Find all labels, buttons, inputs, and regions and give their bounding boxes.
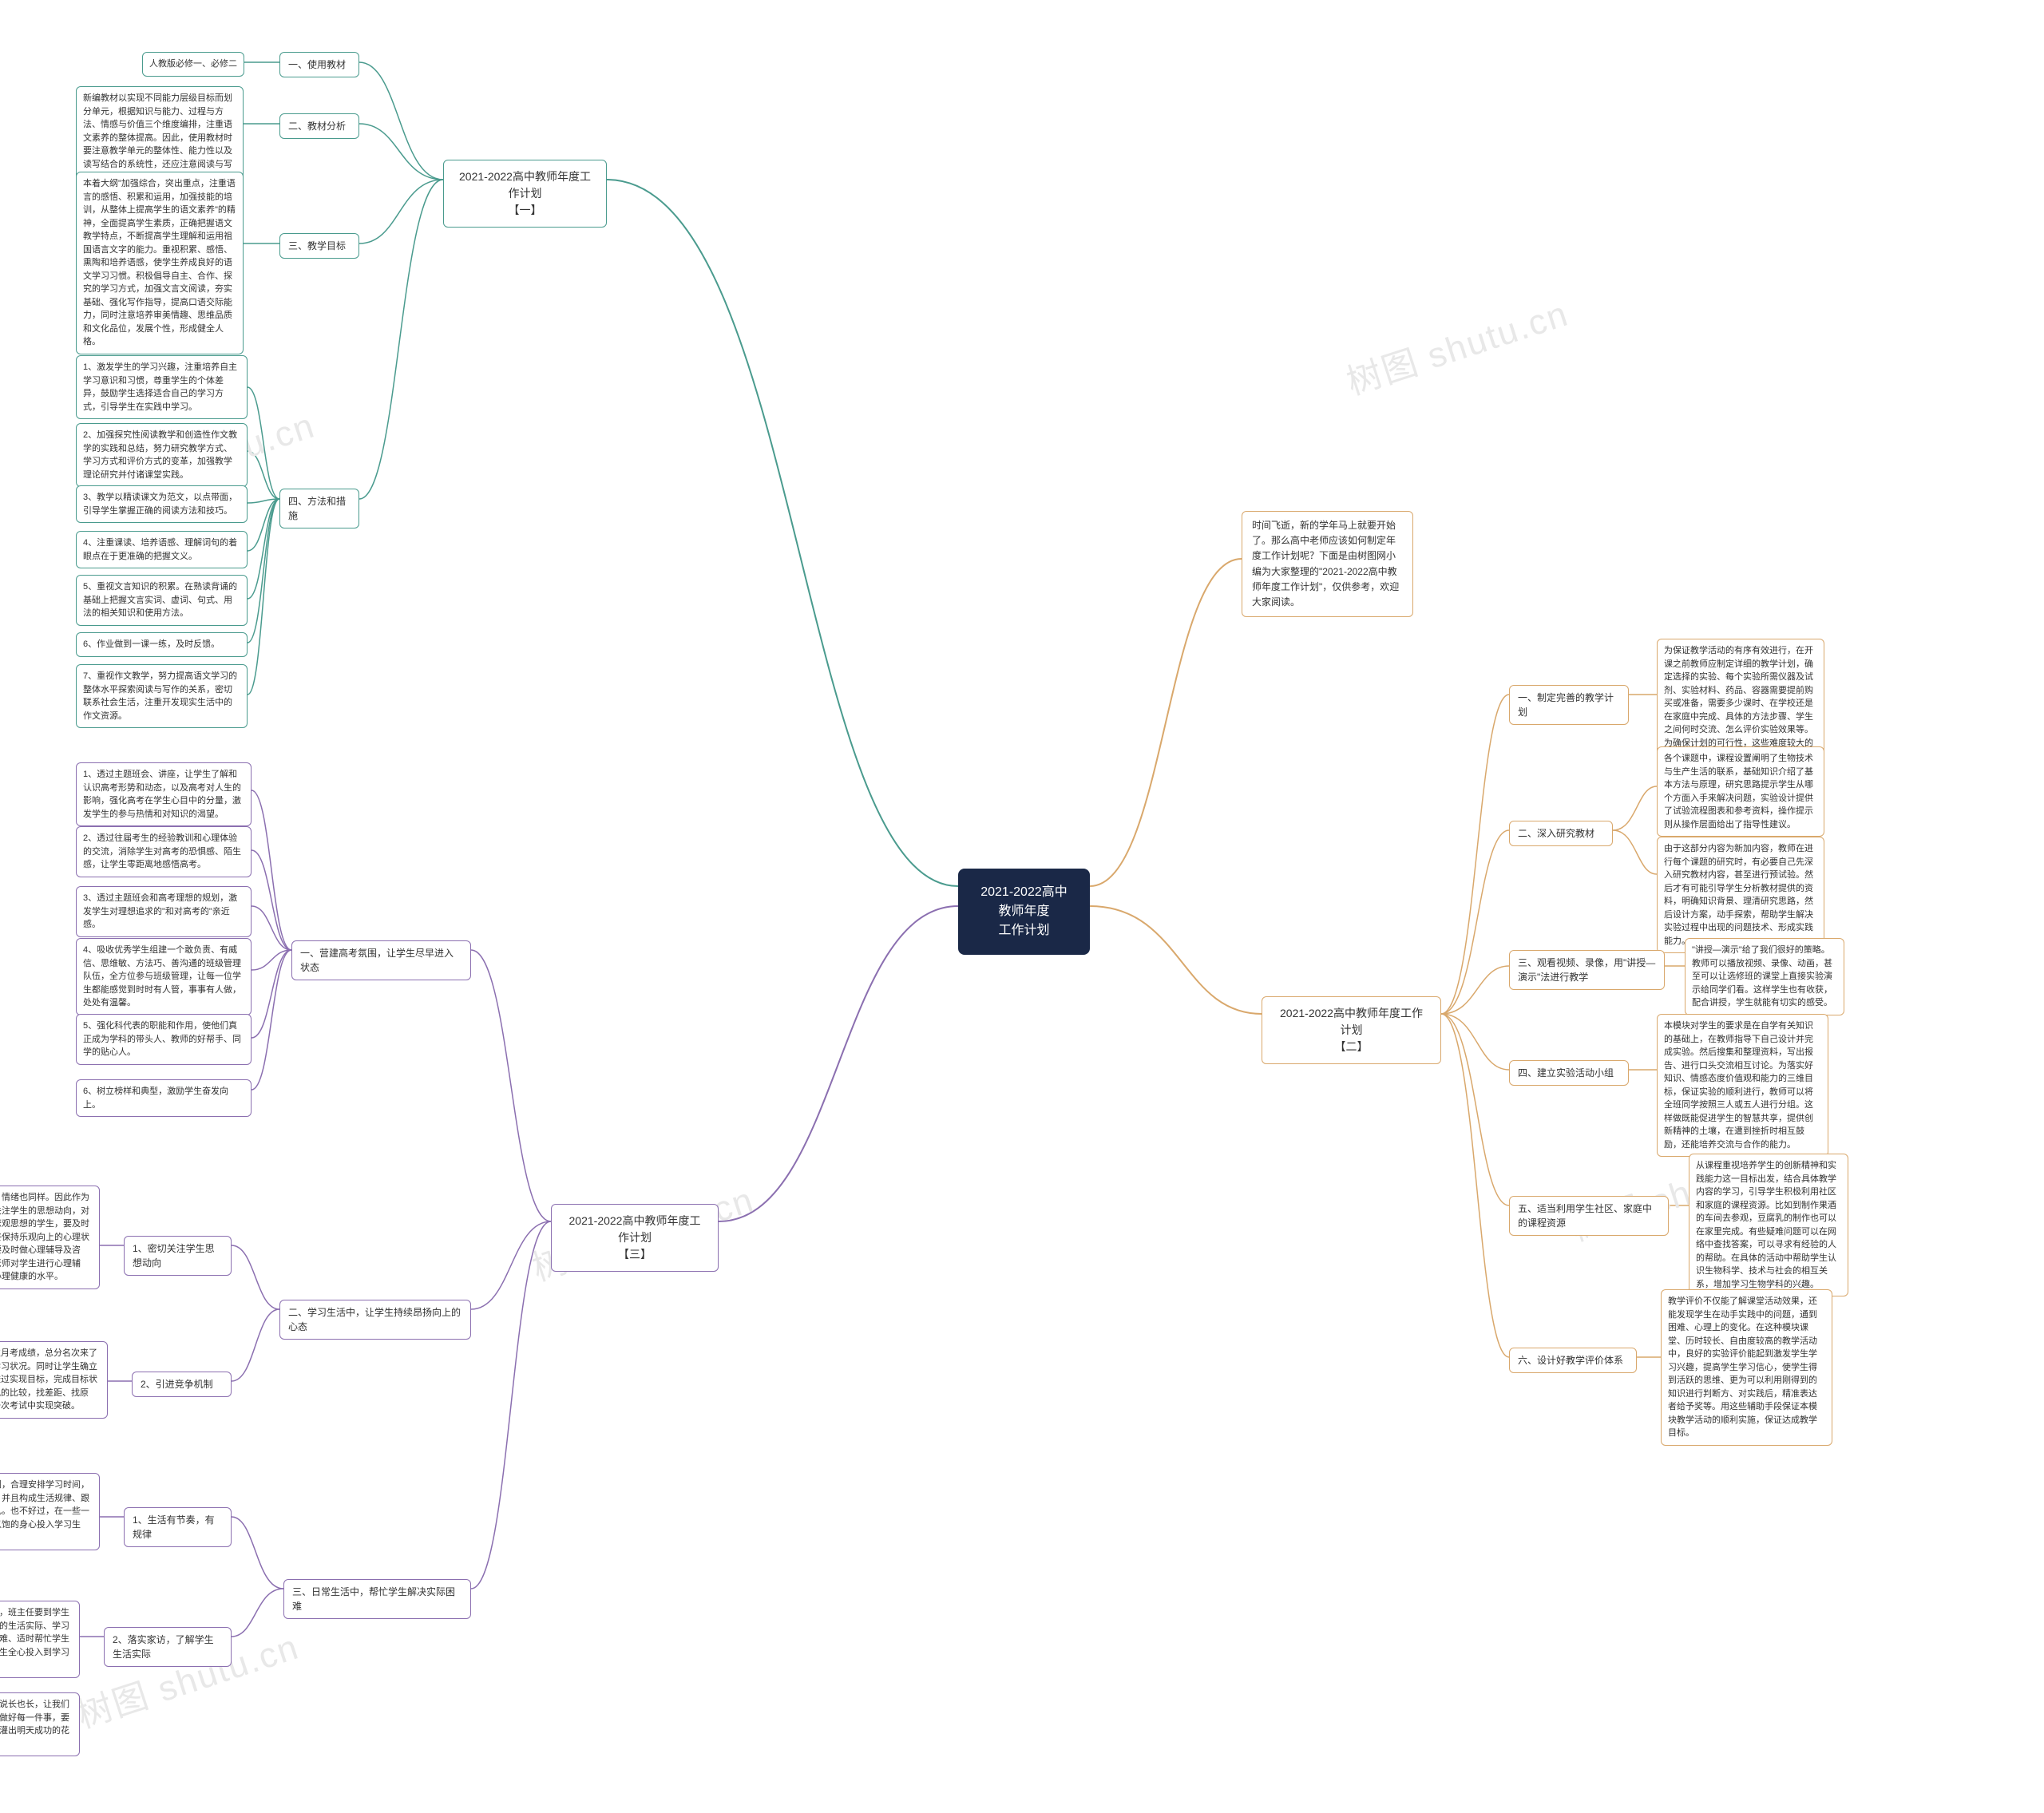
- plan3-sec3: 三、日常生活中，帮忙学生解决实际困难: [283, 1579, 471, 1619]
- plan3-sec1-item6: 6、树立榜样和典型，激励学生奋发向上。: [76, 1079, 252, 1117]
- plan2-title-l1: 2021-2022高中教师年度工作计划: [1275, 1005, 1428, 1039]
- plan2-sec2-item1: 各个课题中，课程设置阐明了生物技术与生产生活的联系，基础知识介绍了基本方法与原理…: [1657, 746, 1824, 837]
- plan2-sec6-detail: 教学评价不仅能了解课堂活动效果，还能发现学生在动手实践中的问题，通到困难、心理上…: [1661, 1289, 1832, 1446]
- plan3-sec2-sub2-detail: 针对学生每一次月考成绩，总分名次来了解学生的阶段学习状况。同时让学生确立下次的目…: [0, 1341, 108, 1419]
- plan1-sec4: 四、方法和措施: [279, 489, 359, 528]
- plan3-sec1: 一、营建高考氛围，让学生尽早进入状态: [291, 940, 471, 980]
- plan1-sec3: 三、教学目标: [279, 233, 359, 259]
- root-title-l2: 工作计划: [976, 921, 1072, 940]
- plan2-title: 2021-2022高中教师年度工作计划 【二】: [1262, 996, 1441, 1064]
- plan2-sec3-detail: "讲授—演示"给了我们很好的策略。教师可以播放视频、录像、动画，甚至可以让选修班…: [1685, 938, 1844, 1015]
- plan3-sec3-sub2: 2、落实家访，了解学生生活实际: [104, 1627, 232, 1667]
- plan3-sec2: 二、学习生活中，让学生持续昂扬向上的心态: [279, 1300, 471, 1340]
- plan3-sec3-sub1-detail: 督促学生做好计划，合理安排学习时间，处理好闲暇时间，并且构成生活规律、跟上节奏、…: [0, 1473, 100, 1550]
- plan1-sec4-item2: 2、加强探究性阅读教学和创造性作文教学的实践和总结，努力研究教学方式、学习方式和…: [76, 423, 248, 487]
- plan2-sec2-item2: 由于这部分内容为新加内容，教师在进行每个课题的研究时，有必要自己先深入研究教材内…: [1657, 837, 1824, 953]
- plan2-title-l2: 【二】: [1275, 1039, 1428, 1055]
- plan3-sec3-sub1: 1、生活有节奏，有规律: [124, 1507, 232, 1547]
- plan3-sec1-item4: 4、吸收优秀学生组建一个敢负责、有威信、思维敏、方法巧、善沟通的班级管理队伍，全…: [76, 938, 252, 1015]
- plan2-sec6: 六、设计好教学评价体系: [1509, 1348, 1637, 1373]
- plan1-sec4-item5: 5、重视文言知识的积累。在熟读背诵的基础上把握文言实词、虚词、句式、用法的相关知…: [76, 575, 248, 626]
- plan2-sec5: 五、适当利用学生社区、家庭中的课程资源: [1509, 1196, 1669, 1236]
- plan1-sec4-item7: 7、重视作文教学，努力提高语文学习的整体水平探索阅读与写作的关系，密切联系社会生…: [76, 664, 248, 728]
- plan1-sec1-detail: 人教版必修一、必修二: [142, 52, 244, 77]
- plan3-sec1-item3: 3、透过主题班会和高考理想的规划，激发学生对理想追求的"和对高考的"亲近感。: [76, 886, 252, 937]
- plan1-sec4-item6: 6、作业做到一课一练，及时反馈。: [76, 632, 248, 657]
- plan3-sec1-item2: 2、透过往届考生的经验教训和心理体验的交流，消除学生对高考的恐惧感、陌生感，让学…: [76, 826, 252, 877]
- plan1-sec2: 二、教材分析: [279, 113, 359, 139]
- plan3-sec1-item1: 1、透过主题班会、讲座，让学生了解和认识高考形势和动态，以及高考对人生的影响，强…: [76, 762, 252, 826]
- plan1-sec3-detail: 本着大纲"加强综合，突出重点，注重语言的感悟、积累和运用，加强技能的培训，从整体…: [76, 172, 244, 354]
- plan3-sec2-sub2: 2、引进竞争机制: [132, 1372, 232, 1397]
- watermark: 树图 shutu.cn: [1339, 285, 1574, 405]
- plan1-sec4-item1: 1、激发学生的学习兴趣，注重培养自主学习意识和习惯，尊重学生的个体差异，鼓励学生…: [76, 355, 248, 419]
- plan3-sec2-sub1: 1、密切关注学生思想动向: [124, 1236, 232, 1276]
- plan2-sec5-detail: 从课程重视培养学生的创新精神和实践能力这一目标出发，结合具体教学内容的学习，引导…: [1689, 1154, 1848, 1296]
- plan2-sec3: 三、观看视频、录像，用"讲授—演示"法进行教学: [1509, 950, 1665, 990]
- plan3-title-l1: 2021-2022高中教师年度工作计划: [564, 1213, 705, 1246]
- plan1-title-l1: 2021-2022高中教师年度工作计划: [457, 168, 593, 202]
- plan1-sec4-item3: 3、教学以精读课文为范文，以点带面，引导学生掌握正确的阅读方法和技巧。: [76, 485, 248, 523]
- plan1-sec1: 一、使用教材: [279, 52, 359, 77]
- plan3-title-l2: 【三】: [564, 1246, 705, 1263]
- plan2-sec1: 一、制定完善的教学计划: [1509, 685, 1629, 725]
- intro-node: 时间飞逝，新的学年马上就要开始了。那么高中老师应该如何制定年度工作计划呢？下面是…: [1242, 511, 1413, 617]
- plan3-sec2-sub1-detail: 人有智力低潮时，情绪也同样。因此作为班主任需要密切关注学生的思想动向，对班级中出…: [0, 1186, 100, 1289]
- root-title-l1: 2021-2022高中教师年度: [976, 883, 1072, 921]
- plan1-sec4-item4: 4、注重课读、培养语感、理解词句的着眼点在于更准确的把握文义。: [76, 531, 248, 568]
- plan3-sec3-sub2-detail: 高三学生太都是住宿生，班主任要到学生的宿舍、真实了解他们的生活实际、学习环境好坏…: [0, 1601, 80, 1678]
- plan2-sec4: 四、建立实验活动小组: [1509, 1060, 1629, 1086]
- root-node: 2021-2022高中教师年度 工作计划: [958, 869, 1090, 955]
- plan2-sec4-detail: 本模块对学生的要求是在自学有关知识的基础上，在教师指导下自己设计并完成实验。然后…: [1657, 1014, 1828, 1157]
- plan3-sec1-item5: 5、强化科代表的职能和作用，使他们真正成为学科的带头人、教师的好帮手、同学的贴心…: [76, 1014, 252, 1065]
- plan1-title-l2: 【一】: [457, 202, 593, 219]
- plan2-sec2: 二、深入研究教材: [1509, 821, 1613, 846]
- plan1-title: 2021-2022高中教师年度工作计划 【一】: [443, 160, 607, 228]
- plan3-title: 2021-2022高中教师年度工作计划 【三】: [551, 1204, 719, 1272]
- plan3-closing: 一年的时间说短也短、说长也长，让我们以持久的恒心和毅力去做好每一件事，要始终们付…: [0, 1692, 80, 1756]
